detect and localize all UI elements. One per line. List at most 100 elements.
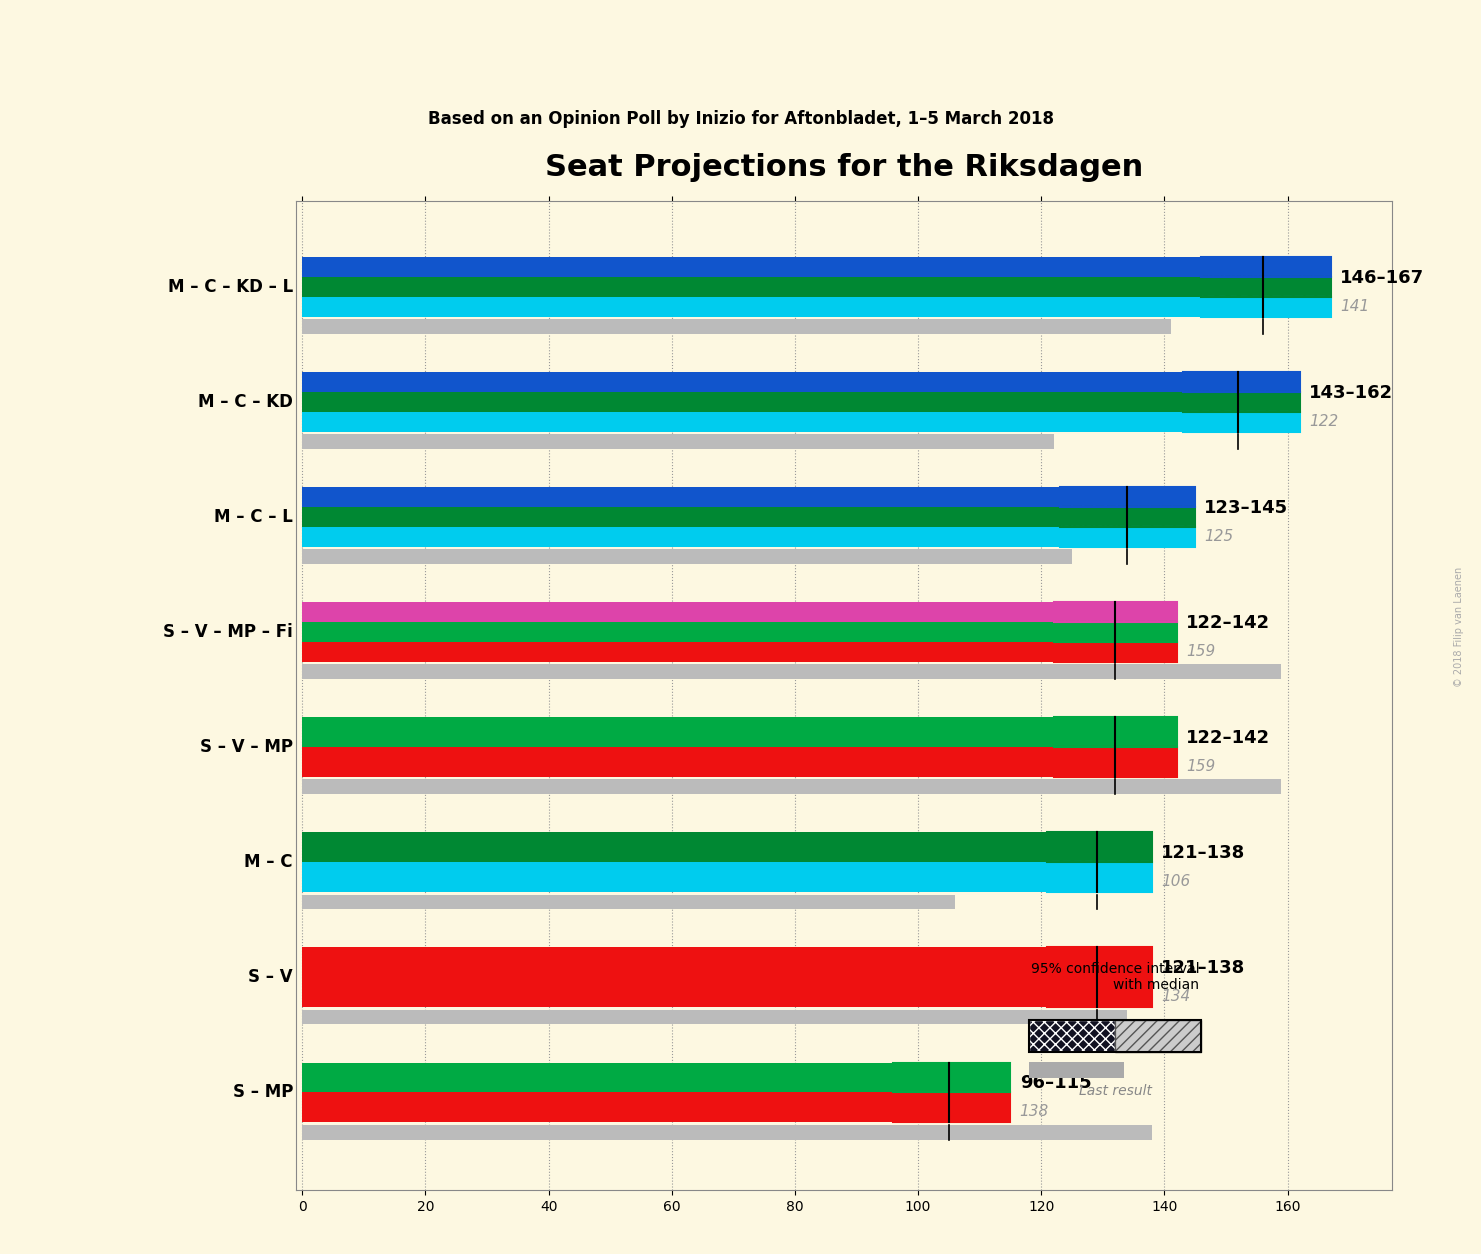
Text: M – C – L: M – C – L <box>215 508 293 527</box>
Bar <box>1238 372 1300 393</box>
Bar <box>302 488 1195 508</box>
Bar <box>302 1125 1152 1140</box>
Bar <box>949 1092 1010 1122</box>
Bar <box>1053 602 1115 622</box>
Bar <box>1029 1020 1201 1052</box>
Bar <box>1263 277 1330 297</box>
Bar <box>302 508 1195 527</box>
Bar <box>1047 833 1096 863</box>
Bar <box>1238 393 1300 413</box>
Text: 159: 159 <box>1186 760 1216 775</box>
Bar <box>302 297 1330 317</box>
Bar <box>1127 508 1195 527</box>
Text: 125: 125 <box>1204 529 1234 544</box>
Bar <box>1115 1020 1201 1052</box>
Text: 146–167: 146–167 <box>1340 270 1425 287</box>
Text: S – MP: S – MP <box>233 1083 293 1101</box>
Bar <box>302 1092 1010 1122</box>
Text: 122–142: 122–142 <box>1186 614 1271 632</box>
Text: 143–162: 143–162 <box>1309 384 1394 403</box>
Bar <box>1115 602 1177 622</box>
Bar <box>1096 948 1152 1007</box>
Text: M – C – KD – L: M – C – KD – L <box>167 278 293 296</box>
Bar <box>1096 833 1152 863</box>
Bar <box>893 1092 949 1122</box>
Bar <box>302 549 1072 564</box>
Bar <box>302 434 1053 449</box>
Bar <box>1047 948 1096 1007</box>
Text: 122: 122 <box>1309 414 1339 429</box>
Bar <box>1029 1020 1115 1052</box>
Bar <box>1053 622 1115 642</box>
Bar <box>302 602 1177 622</box>
Bar <box>302 1062 1010 1092</box>
Text: 123–145: 123–145 <box>1204 499 1288 517</box>
Bar <box>1053 747 1115 777</box>
Bar <box>302 948 1152 1007</box>
Bar <box>302 527 1195 547</box>
Text: 122–142: 122–142 <box>1186 729 1271 747</box>
Bar <box>1263 257 1330 277</box>
Bar <box>1183 372 1238 393</box>
Text: 96–115: 96–115 <box>1020 1075 1091 1092</box>
Bar <box>1183 393 1238 413</box>
Bar <box>1115 1020 1201 1052</box>
Bar <box>302 257 1330 277</box>
Text: 134: 134 <box>1161 989 1191 1004</box>
Text: 138: 138 <box>1020 1105 1049 1120</box>
Bar <box>302 413 1300 433</box>
Bar <box>1060 508 1127 527</box>
Text: 95% confidence interval
with median: 95% confidence interval with median <box>1031 962 1200 992</box>
Bar <box>1183 413 1238 433</box>
Bar <box>1115 717 1177 747</box>
Bar <box>1201 257 1263 277</box>
Text: © 2018 Filip van Laenen: © 2018 Filip van Laenen <box>1454 567 1463 687</box>
Bar <box>949 1062 1010 1092</box>
Text: M – C – KD: M – C – KD <box>198 394 293 411</box>
Text: S – V – MP: S – V – MP <box>200 739 293 756</box>
Bar <box>1053 717 1115 747</box>
Bar <box>1115 622 1177 642</box>
Title: Seat Projections for the Riksdagen: Seat Projections for the Riksdagen <box>545 153 1143 182</box>
Bar <box>1029 1020 1115 1052</box>
Bar <box>302 747 1177 777</box>
Text: 106: 106 <box>1161 874 1191 889</box>
Bar <box>1263 297 1330 317</box>
Bar <box>1115 747 1177 777</box>
Bar <box>302 642 1177 662</box>
Text: Based on an Opinion Poll by Inizio for Aftonbladet, 1–5 March 2018: Based on an Opinion Poll by Inizio for A… <box>428 110 1053 128</box>
Text: 121–138: 121–138 <box>1161 844 1246 863</box>
Text: S – V: S – V <box>249 968 293 987</box>
Bar <box>302 665 1281 680</box>
Bar <box>1060 527 1127 547</box>
Text: M – C: M – C <box>244 854 293 872</box>
Bar <box>893 1062 949 1092</box>
Bar <box>1201 297 1263 317</box>
Bar <box>302 833 1152 863</box>
Bar <box>1115 642 1177 662</box>
Bar <box>1047 863 1096 893</box>
Bar <box>1127 527 1195 547</box>
Bar <box>302 622 1177 642</box>
Bar <box>302 277 1330 297</box>
Bar <box>302 863 1152 893</box>
Bar <box>302 1009 1127 1025</box>
Text: S – V – MP – Fi: S – V – MP – Fi <box>163 623 293 641</box>
Bar <box>1201 277 1263 297</box>
Text: 141: 141 <box>1340 300 1368 315</box>
Bar <box>302 780 1281 795</box>
Bar <box>1060 488 1127 508</box>
Text: 121–138: 121–138 <box>1161 959 1246 977</box>
Bar <box>1029 1062 1124 1078</box>
Text: Last result: Last result <box>1078 1085 1152 1099</box>
Bar <box>302 320 1170 335</box>
Bar <box>302 393 1300 413</box>
Bar <box>1127 488 1195 508</box>
Bar <box>302 894 955 909</box>
Bar <box>302 372 1300 393</box>
Bar <box>1238 413 1300 433</box>
Bar <box>302 717 1177 747</box>
Text: 159: 159 <box>1186 645 1216 660</box>
Bar <box>1053 642 1115 662</box>
Bar <box>1096 863 1152 893</box>
